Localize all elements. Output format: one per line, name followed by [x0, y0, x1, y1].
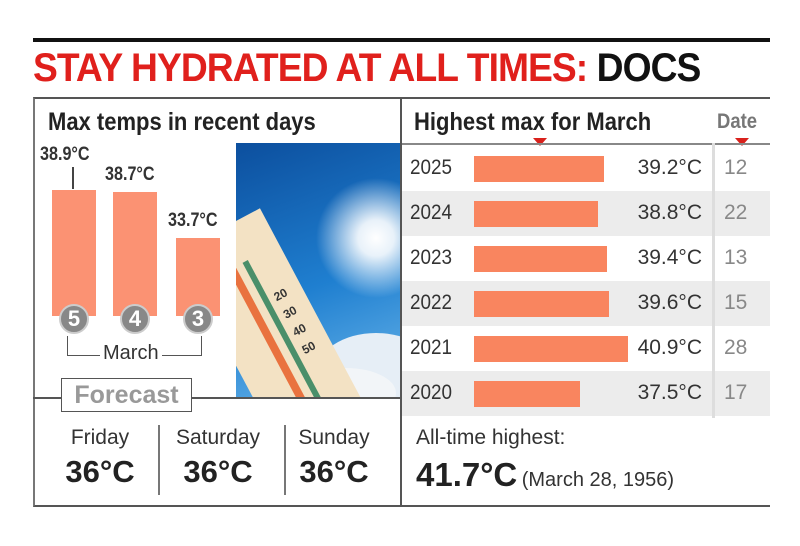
temp-bar: [474, 201, 599, 227]
march-max-title: Highest max for March: [414, 108, 652, 136]
temp-value: 39.4°C: [637, 246, 702, 269]
forecast-divider: [284, 425, 286, 495]
svg-text:50: 50: [300, 338, 319, 357]
temp-bar: [474, 156, 604, 182]
headline-black: DOCS: [587, 46, 702, 90]
svg-text:20: 20: [271, 285, 290, 304]
recent-bar-value: 38.7°C: [105, 163, 155, 185]
all-time-label: All-time highest:: [416, 426, 566, 449]
year-label: 2021: [410, 336, 453, 359]
year-label: 2022: [410, 291, 453, 314]
headline-red: STAY HYDRATED AT ALL TIMES:: [33, 46, 588, 90]
forecast-day-sunday: Sunday: [298, 426, 370, 449]
day-circle: 4: [120, 304, 150, 334]
year-label: 2023: [410, 246, 453, 269]
temp-value: 40.9°C: [637, 336, 702, 359]
day-circle: 3: [183, 304, 213, 334]
temp-bar: [474, 336, 628, 362]
forecast-day-friday: Friday: [70, 426, 130, 449]
all-time-date: (March 28, 1956): [521, 469, 675, 491]
temp-bar: [474, 246, 607, 272]
horizontal-divider: [33, 397, 400, 399]
year-label: 2020: [410, 381, 453, 404]
vertical-divider: [400, 97, 402, 507]
table-row: 2020 37.5°C 17: [402, 371, 770, 416]
pointer-triangle-icon: [735, 138, 749, 146]
svg-text:30: 30: [281, 303, 300, 322]
date-value: 28: [724, 336, 748, 359]
temp-value: 39.2°C: [637, 156, 702, 179]
temp-value: 37.5°C: [637, 381, 702, 404]
date-header: Date: [717, 110, 758, 133]
year-label: 2024: [410, 201, 453, 224]
year-label: 2025: [410, 156, 453, 179]
forecast-temp-saturday: 36°C: [183, 454, 253, 489]
recent-bar-value: 33.7°C: [168, 209, 218, 231]
date-value: 15: [724, 291, 748, 314]
date-value: 17: [724, 381, 748, 404]
forecast-temp-friday: 36°C: [65, 454, 135, 489]
recent-bar: [52, 189, 96, 316]
temp-value: 39.6°C: [637, 291, 702, 314]
pointer-triangle-icon: [533, 138, 547, 146]
temp-bar: [474, 381, 580, 407]
date-value: 13: [724, 246, 748, 269]
march-label: March: [100, 342, 162, 365]
table-row: 2024 38.8°C 22: [402, 191, 770, 236]
forecast-day-saturday: Saturday: [175, 426, 261, 449]
date-value: 12: [724, 156, 748, 179]
table-row: 2021 40.9°C 28: [402, 326, 770, 371]
thermometer-sun-photo: 20 30 40 50: [236, 143, 400, 397]
headline: STAY HYDRATED AT ALL TIMES: DOCS: [33, 46, 702, 91]
temp-value: 38.8°C: [637, 201, 702, 224]
table-rule: [402, 143, 770, 145]
all-time-temp: 41.7°C: [416, 456, 518, 493]
temp-bar: [474, 291, 610, 317]
recent-bar: [113, 191, 157, 316]
label-pointer: [72, 167, 74, 189]
top-rule: [33, 38, 770, 42]
all-time-value: 41.7°C (March 28, 1956): [416, 456, 674, 494]
table-row: 2023 39.4°C 13: [402, 236, 770, 281]
day-circle: 5: [59, 304, 89, 334]
forecast-label: Forecast: [61, 378, 192, 412]
recent-title: Max temps in recent days: [48, 108, 316, 136]
recent-bar-value: 38.9°C: [40, 143, 90, 165]
forecast-temp-sunday: 36°C: [299, 454, 369, 489]
svg-text:40: 40: [290, 321, 309, 340]
table-row: 2022 39.6°C 15: [402, 281, 770, 326]
date-value: 22: [724, 201, 748, 224]
recent-bar: [176, 237, 220, 316]
date-column-divider: [712, 143, 715, 418]
table-row: 2025 39.2°C 12: [402, 146, 770, 191]
forecast-divider: [158, 425, 160, 495]
